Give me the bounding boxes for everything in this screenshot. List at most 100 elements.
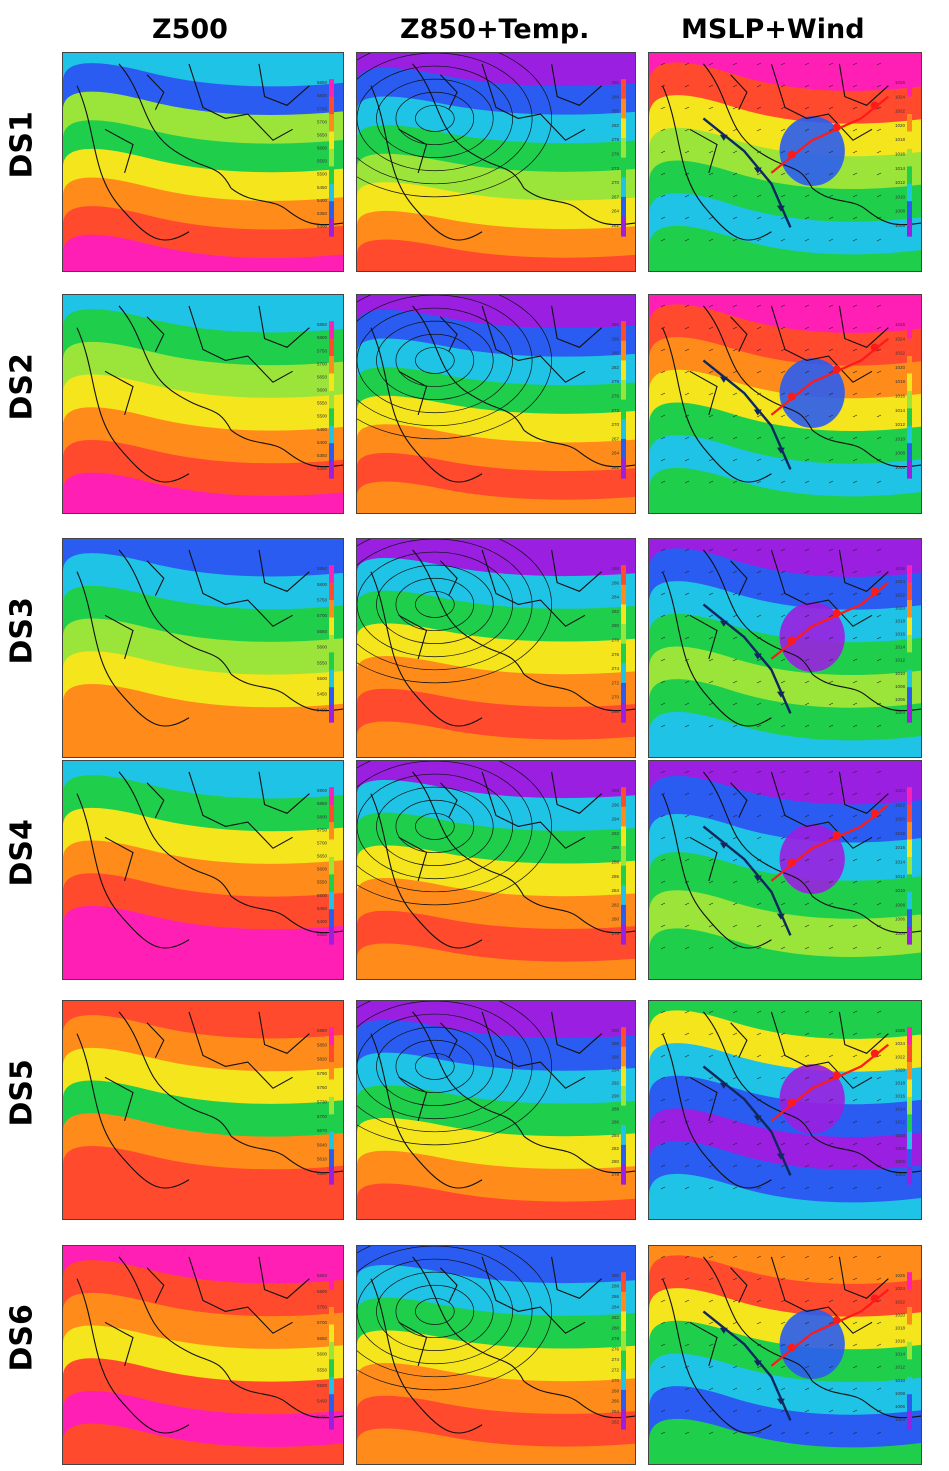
map-panel-ds3-z850: 288 286 284 282 280 278 276 274 272 270 268 [356,538,636,758]
svg-text:5850: 5850 [317,801,328,806]
map-panel-ds2-mslp: 1026 1024 1022 1020 1018 1016 1014 1012 1010 1008… [648,294,922,514]
weather-map-z500: 5850 5800 5750 5700 5650 5600 5550 5500 5450 5400 [63,539,343,757]
map-panel-ds6-z500: 5850 5800 5750 5700 5650 5600 5550 5500 5450 5400 [62,1245,344,1465]
svg-text:280: 280 [611,917,619,922]
svg-text:1018: 1018 [895,137,906,142]
svg-text:1020: 1020 [895,365,906,370]
svg-text:282: 282 [611,609,619,614]
svg-text:5500: 5500 [317,414,328,419]
svg-text:272: 272 [611,1367,619,1372]
svg-text:1004: 1004 [895,1172,906,1177]
svg-text:1014: 1014 [895,1352,906,1357]
svg-text:5400: 5400 [317,919,328,924]
svg-text:1010: 1010 [895,888,906,893]
svg-text:5650: 5650 [317,854,328,859]
map-panel-ds4-mslp: 1024 1022 1020 1018 1016 1014 1012 1010 1008 1006… [648,760,922,980]
weather-map-z850: 300 298 296 294 292 290 288 286 284 282 280 278 [357,1001,635,1219]
svg-text:1016: 1016 [895,845,906,850]
svg-text:276: 276 [611,1346,619,1351]
svg-text:284: 284 [611,595,619,600]
svg-text:1012: 1012 [895,874,906,879]
map-panel-ds5-mslp: 1026 1024 1022 1020 1018 1016 1014 1012 1010 1008… [648,1000,922,1220]
map-panel-ds6-mslp: 1026 1024 1022 1020 1018 1016 1014 1012 1010 1008… [648,1245,922,1465]
svg-text:5760: 5760 [317,1085,328,1090]
weather-map-mslp: 1026 1024 1022 1020 1018 1016 1014 1012 1010 1008… [649,1246,921,1464]
map-panel-ds2-z850: 291 288 285 282 279 276 273 270 267 264 261 [356,294,636,514]
svg-text:1016: 1016 [895,1339,906,1344]
svg-text:5300: 5300 [317,466,328,471]
svg-text:5600: 5600 [317,645,328,650]
svg-text:1022: 1022 [895,592,906,597]
svg-text:1012: 1012 [895,422,906,427]
svg-text:5800: 5800 [317,814,328,819]
svg-text:285: 285 [611,109,619,114]
svg-text:276: 276 [611,152,619,157]
svg-text:5850: 5850 [317,1273,328,1278]
svg-text:1014: 1014 [895,408,906,413]
svg-text:278: 278 [611,1172,619,1177]
svg-text:270: 270 [611,422,619,427]
svg-text:1018: 1018 [895,618,906,623]
svg-text:5750: 5750 [317,1305,328,1310]
svg-text:298: 298 [611,1041,619,1046]
svg-text:1008: 1008 [895,209,906,214]
svg-text:5550: 5550 [317,401,328,406]
svg-text:266: 266 [611,1399,619,1404]
column-title-z850-temp: Z850+Temp. [400,14,590,45]
svg-text:270: 270 [611,180,619,185]
svg-text:1024: 1024 [895,1041,906,1046]
svg-text:261: 261 [611,465,619,470]
svg-text:5700: 5700 [317,613,328,618]
svg-text:1024: 1024 [895,1286,906,1291]
svg-text:288: 288 [611,94,619,99]
svg-text:261: 261 [611,223,619,228]
row-label-ds5: DS5 [2,1059,42,1129]
svg-text:1014: 1014 [895,1107,906,1112]
svg-text:5800: 5800 [317,335,328,340]
row-label-text: DS5 [4,1059,40,1127]
svg-text:282: 282 [611,365,619,370]
weather-map-z850: 288 286 284 282 280 278 276 274 272 270 268 [357,539,635,757]
svg-text:276: 276 [611,394,619,399]
svg-text:1022: 1022 [895,802,906,807]
svg-text:273: 273 [611,408,619,413]
svg-text:5600: 5600 [317,1352,328,1357]
svg-text:1006: 1006 [895,223,906,228]
svg-text:5790: 5790 [317,1071,328,1076]
svg-text:296: 296 [611,1054,619,1059]
svg-text:1008: 1008 [895,1391,906,1396]
svg-text:1018: 1018 [895,1325,906,1330]
svg-text:5850: 5850 [317,1042,328,1047]
map-panel-ds2-z500: 5850 5800 5750 5700 5650 5600 5550 5500 5450 5400… [62,294,344,514]
weather-map-mslp: 1026 1024 1022 1020 1018 1016 1014 1012 1010 1008… [649,53,921,271]
svg-text:282: 282 [611,902,619,907]
map-panel-ds4-z500: 5900 5850 5800 5750 5700 5650 5600 5550 5500 5450… [62,760,344,980]
svg-text:5650: 5650 [317,132,328,137]
svg-text:5650: 5650 [317,1336,328,1341]
svg-text:294: 294 [611,817,619,822]
svg-text:274: 274 [611,1357,619,1362]
svg-text:288: 288 [611,1284,619,1289]
svg-text:1010: 1010 [895,194,906,199]
svg-text:280: 280 [611,623,619,628]
weather-map-mslp: 1024 1022 1020 1018 1016 1014 1012 1010 1008 1006… [649,761,921,979]
svg-text:1006: 1006 [895,1159,906,1164]
svg-text:1022: 1022 [895,1299,906,1304]
svg-text:5450: 5450 [317,906,328,911]
svg-text:5800: 5800 [317,93,328,98]
svg-text:278: 278 [611,1336,619,1341]
svg-text:286: 286 [611,1294,619,1299]
row-label-text: DS4 [4,819,40,887]
row-label-ds6: DS6 [2,1304,42,1374]
svg-text:5600: 5600 [317,867,328,872]
svg-text:1026: 1026 [895,322,906,327]
svg-text:5800: 5800 [317,1289,328,1294]
svg-text:1016: 1016 [895,632,906,637]
svg-text:270: 270 [611,1378,619,1383]
svg-text:5550: 5550 [317,1367,328,1372]
svg-text:288: 288 [611,566,619,571]
svg-text:1022: 1022 [895,1054,906,1059]
svg-text:5700: 5700 [317,1114,328,1119]
svg-text:294: 294 [611,1067,619,1072]
svg-text:280: 280 [611,1159,619,1164]
